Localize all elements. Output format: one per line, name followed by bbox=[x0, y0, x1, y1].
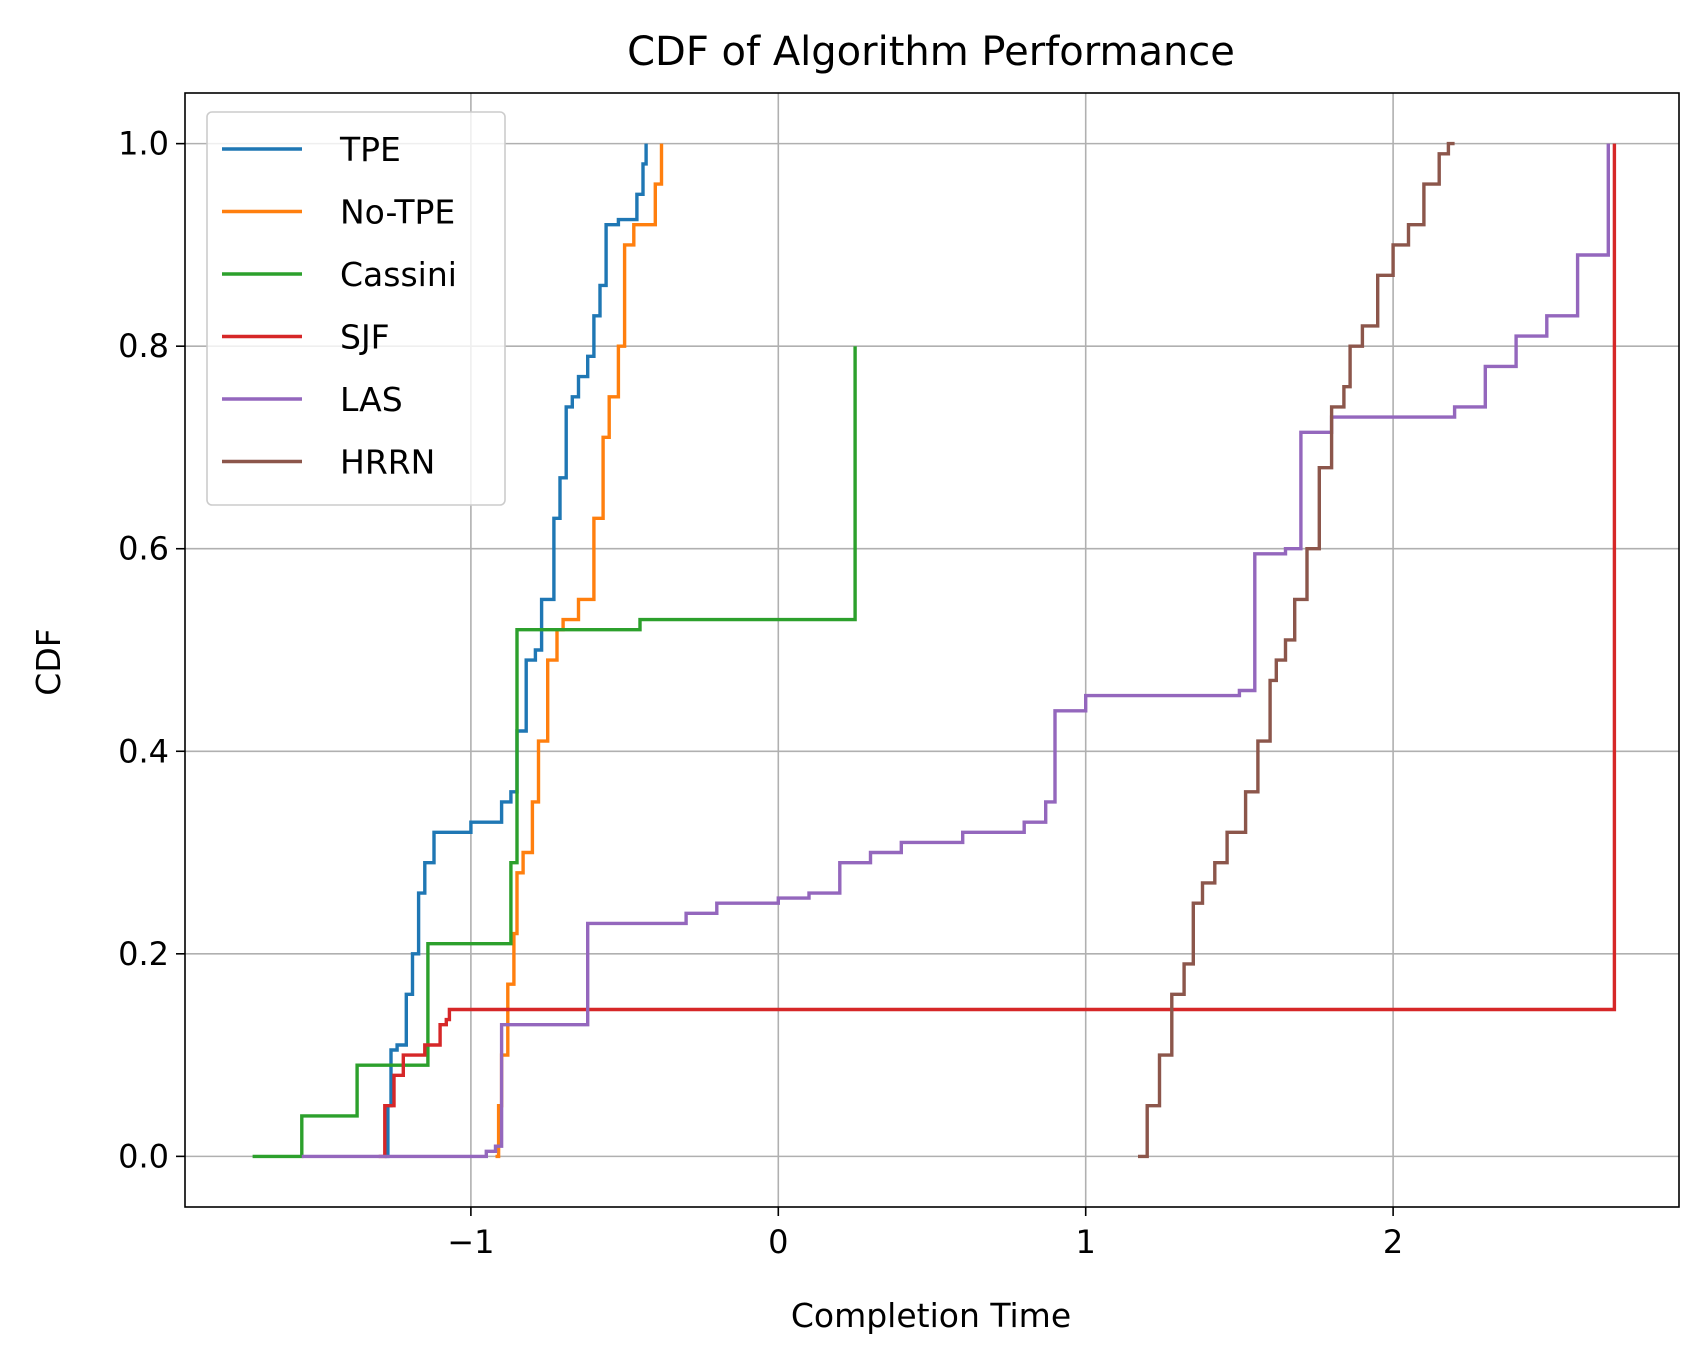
x-tick-label: 2 bbox=[1383, 1223, 1403, 1261]
y-axis-label: CDF bbox=[29, 628, 68, 695]
axis-ticks: −1 0 1 2 0.0 0.2 0.4 0.6 0.8 1.0 bbox=[118, 125, 1403, 1261]
series-line-cassini bbox=[252, 346, 857, 1159]
plot-frame bbox=[184, 92, 1680, 1208]
y-tick-label: 0.0 bbox=[118, 1137, 169, 1175]
x-tick-label: 0 bbox=[768, 1223, 788, 1261]
legend-label-cassini: Cassini bbox=[340, 255, 457, 294]
chart-title: CDF of Algorithm Performance bbox=[627, 29, 1235, 75]
x-tick-label: −1 bbox=[447, 1223, 494, 1261]
legend-label-tpe: TPE bbox=[339, 130, 401, 169]
y-tick-label: 0.8 bbox=[118, 327, 169, 365]
y-tick-label: 1.0 bbox=[118, 125, 169, 163]
x-axis-label: Completion Time bbox=[791, 1296, 1071, 1335]
legend-label-sjf: SJF bbox=[340, 318, 390, 357]
legend-label-no-tpe: No-TPE bbox=[340, 193, 455, 232]
legend-label-hrrn: HRRN bbox=[340, 443, 435, 482]
y-tick-label: 0.4 bbox=[118, 732, 169, 770]
series-layer bbox=[252, 141, 1617, 1159]
legend: TPE No-TPE Cassini SJF LAS HRRN bbox=[206, 111, 506, 506]
legend-label-las: LAS bbox=[340, 380, 403, 419]
series-line-tpe bbox=[384, 143, 648, 1159]
y-tick-label: 0.2 bbox=[118, 935, 169, 973]
x-tick-label: 1 bbox=[1076, 1223, 1096, 1261]
series-line-las bbox=[301, 143, 1610, 1159]
y-tick-label: 0.6 bbox=[118, 530, 169, 568]
series-line-hrrn bbox=[1138, 141, 1455, 1159]
series-line-sjf bbox=[378, 143, 1617, 1159]
